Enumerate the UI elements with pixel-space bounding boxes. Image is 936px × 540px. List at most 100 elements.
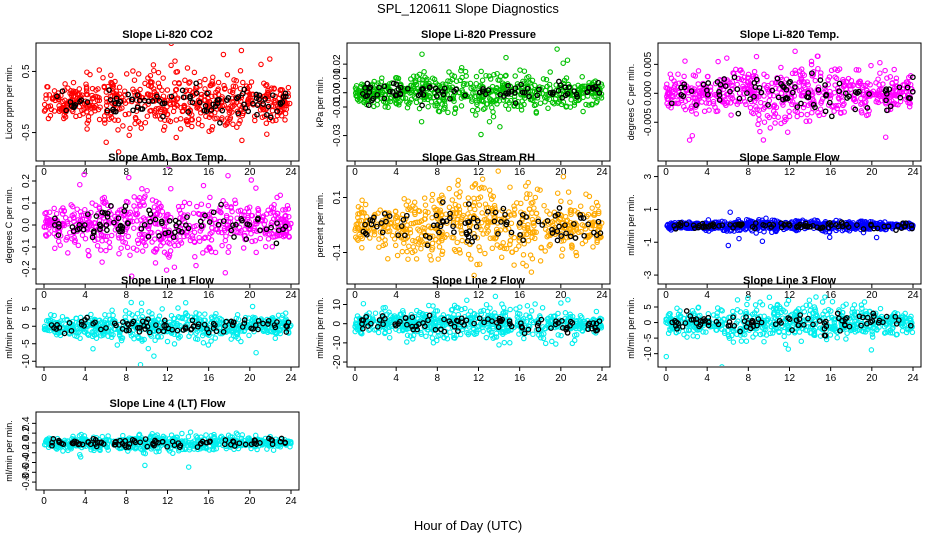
data-point [429,75,436,81]
reference-point [282,93,289,100]
reference-point [264,111,270,118]
data-point [216,208,222,214]
reference-point [595,79,602,86]
data-point [817,73,824,80]
data-point [192,254,198,260]
data-point [564,221,571,228]
data-point [412,211,418,218]
data-point [199,332,206,339]
data-point [353,82,360,89]
reference-point [195,323,201,330]
data-point [262,243,269,250]
reference-point [52,215,58,222]
data-point [569,245,575,251]
data-point [161,123,168,130]
data-point [221,86,228,92]
reference-point [447,215,453,222]
reference-point [89,234,96,241]
data-point [450,221,457,227]
data-point [404,248,410,255]
points [41,167,294,279]
data-point [413,81,420,88]
x-tick-label: 8 [124,290,130,301]
data-point [393,75,399,81]
reference-point [162,230,169,237]
panel-title: Slope Amb. Box Temp. [108,152,227,164]
x-tick-label: 0 [663,167,669,178]
data-point [437,207,444,214]
data-point [458,103,465,109]
data-point [237,68,244,74]
data-point [207,320,213,327]
data-point [498,254,505,261]
data-point [757,128,763,135]
data-point [568,96,574,103]
reference-point [386,213,393,219]
data-point [509,249,515,255]
data-point [362,201,369,208]
data-point [456,206,463,213]
data-point [442,104,448,111]
data-point [177,126,184,132]
reference-point [476,89,483,96]
data-point [407,226,413,233]
data-point [100,75,106,81]
data-point [875,76,881,82]
data-point [560,60,566,66]
y-tick-label: -3 [643,270,654,279]
data-point [439,192,445,199]
data-point [279,223,285,229]
reference-point [883,97,889,104]
data-point [70,79,77,86]
reference-point [470,215,477,222]
data-point [245,89,251,95]
data-point [151,67,157,74]
data-point [478,184,485,191]
data-point [547,69,553,75]
data-point [84,91,91,98]
data-point [127,209,134,216]
data-point [385,225,391,231]
reference-point [381,83,388,90]
data-point [83,88,90,94]
data-point [543,76,550,83]
reference-point [480,86,486,92]
data-point [563,104,569,110]
data-point [209,316,215,322]
reference-point [274,108,280,115]
reference-point [231,234,237,240]
reference-point [223,97,230,103]
data-point [439,248,446,255]
data-point [873,234,880,241]
data-point [520,252,527,258]
y-tick-label: -0.005 [643,108,654,137]
reference-point [705,223,712,230]
data-point [404,99,410,105]
data-point [261,80,267,87]
data-point [733,66,739,73]
data-point [818,70,824,76]
data-point [511,262,517,268]
data-point [125,233,131,240]
data-point [693,99,700,106]
reference-point [387,88,393,95]
y-tick-label: 0.000 [643,80,654,105]
data-point [137,86,143,93]
data-point [128,273,135,279]
data-point [176,81,182,87]
reference-point [189,99,196,106]
data-point [450,207,456,213]
data-point [41,326,48,333]
data-point [59,320,65,326]
reference-point [426,234,433,241]
data-point [222,237,229,244]
reference-point [585,221,592,228]
data-point [529,255,536,262]
data-point [538,245,544,251]
data-point [202,311,208,317]
data-point [170,108,177,115]
data-point [759,238,766,245]
data-point [498,243,505,250]
x-tick-label: 0 [41,373,47,384]
data-point [384,95,390,101]
